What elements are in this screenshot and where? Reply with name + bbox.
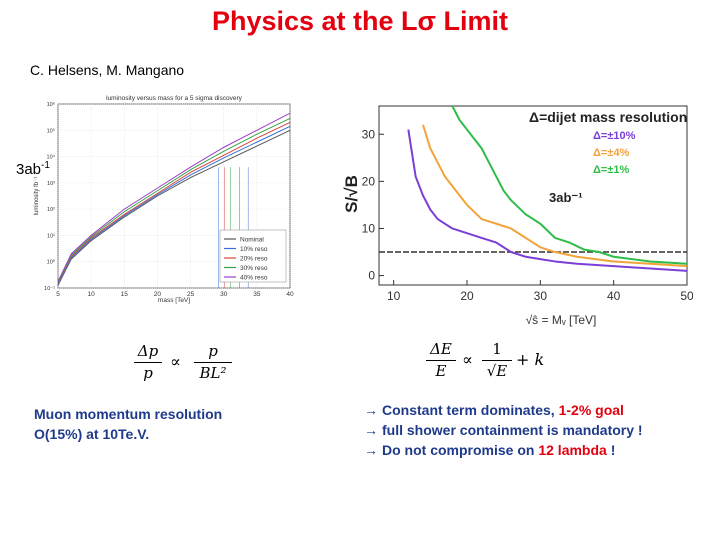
y-tick-label: 20 xyxy=(362,174,376,188)
formula-prop: ∝ xyxy=(170,352,181,371)
bullet-1: → Constant term dominates, 1-2% goal xyxy=(364,400,643,420)
y-tick-label: 10⁴ xyxy=(47,154,56,161)
x-tick-label: 20 xyxy=(460,289,474,303)
signal-significance-chart: 10 20 30 40 50 0 10 20 30 √ŝ = Mᵥ [TeV] S/√B Δ=dije… xyxy=(343,105,693,327)
bullet-highlight: 1-2% goal xyxy=(558,402,624,418)
luminosity-label: 3ab-1 xyxy=(16,160,50,178)
x-tick-label: 5 xyxy=(56,291,60,298)
bullet-3: → Do not compromise on 12 lambda ! xyxy=(364,440,643,460)
y-tick-label: 10 xyxy=(362,221,376,235)
x-tick-label: 30 xyxy=(220,291,228,298)
series-line xyxy=(57,118,291,283)
muon-resolution-note: Muon momentum resolution O(15%) at 10Te.… xyxy=(34,404,222,444)
muon-note-line1: Muon momentum resolution xyxy=(34,406,223,422)
formula-lhs-num: ΔE xyxy=(430,340,452,358)
conclusion-bullets: → Constant term dominates, 1-2% goal → ful… xyxy=(364,400,643,460)
formula-rhs-den-text: BL² xyxy=(199,364,227,382)
formula-plus-k: + k xyxy=(516,350,545,369)
formula-rhs-bar xyxy=(194,362,232,363)
legend-entry: 40% reso xyxy=(240,275,268,282)
bullet-highlight: 12 lambda xyxy=(538,442,607,458)
series-line xyxy=(57,121,291,285)
legend-entry: Δ=±10% xyxy=(593,130,636,142)
x-tick-label: 40 xyxy=(607,289,621,303)
x-tick-label: 15 xyxy=(121,291,129,298)
muon-note-line2: O(15%) at 10Te.V. xyxy=(34,426,150,442)
series-line xyxy=(57,129,291,286)
arrow-right-icon: → xyxy=(364,402,378,418)
x-tick-label: 50 xyxy=(680,289,693,303)
y-axis-label: S/√B xyxy=(343,175,361,213)
arrow-right-icon: → xyxy=(364,422,378,438)
x-axis-label: √ŝ = Mᵥ [TeV] xyxy=(526,313,597,327)
x-tick-label: 10 xyxy=(88,291,96,298)
luminosity-annotation: 3ab⁻¹ xyxy=(549,190,583,205)
x-tick-label: 35 xyxy=(253,291,261,298)
series-line xyxy=(422,124,688,268)
x-tick-label: 25 xyxy=(187,291,195,298)
y-axis-label: luminosity fb⁻¹ xyxy=(34,177,40,216)
y-tick-label: 30 xyxy=(362,127,376,141)
y-tick-label: 0 xyxy=(368,269,375,283)
slide-title: Physics at the Lσ Limit xyxy=(211,6,509,36)
x-axis-label: mass [TeV] xyxy=(158,297,190,304)
legend-entry: Δ=±1% xyxy=(593,164,629,176)
formula-lhs-den: p xyxy=(143,364,153,382)
legend-entry: 20% reso xyxy=(240,256,268,263)
y-tick-label: 10⁶ xyxy=(47,101,55,108)
formula-rhs-den: √E xyxy=(486,362,508,380)
bullet-tail: ! xyxy=(606,442,616,458)
y-tick-label: 10⁻¹ xyxy=(44,286,55,292)
plot-frame xyxy=(378,105,688,286)
y-tick-label: 10¹ xyxy=(47,233,55,239)
formula-lhs-den: E xyxy=(435,362,447,380)
luminosity-label-base: 3ab xyxy=(16,161,42,178)
x-tick-label: 30 xyxy=(534,289,548,303)
arrow-right-icon: → xyxy=(364,442,378,458)
luminosity-label-exponent: -1 xyxy=(41,160,50,171)
formula-rhs-num: 1 xyxy=(492,340,502,358)
x-tick-label: 10 xyxy=(387,289,401,303)
bullet-2: → full shower containment is mandatory ! xyxy=(364,420,643,440)
bullet-text: Do not compromise on xyxy=(382,442,539,458)
bullet-text: Constant term dominates, xyxy=(382,402,559,418)
x-tick-label: 40 xyxy=(286,291,294,298)
formula-rhs-bar xyxy=(482,360,512,361)
formula-lhs-bar xyxy=(426,360,456,361)
legend-entry: Δ=±4% xyxy=(593,147,629,159)
formula-lhs-bar xyxy=(134,362,162,363)
legend-entry: 30% reso xyxy=(240,265,268,272)
momentum-resolution-formula: Δp p ∝ p BL² xyxy=(132,342,282,388)
legend-entry: 10% reso xyxy=(240,246,268,253)
series-line xyxy=(451,105,688,265)
y-tick-label: 10² xyxy=(47,207,55,213)
series-line xyxy=(57,125,291,286)
y-tick-label: 10⁰ xyxy=(47,259,56,266)
series-line xyxy=(407,129,688,272)
series-line xyxy=(57,112,291,282)
energy-resolution-formula: ΔE E ∝ 1 √E + k xyxy=(426,340,576,390)
formula-prop: ∝ xyxy=(462,350,473,369)
luminosity-vs-mass-chart: luminosity versus mass for a 5 sigma dis… xyxy=(34,95,294,304)
y-tick-label: 10⁵ xyxy=(47,127,55,134)
authors: C. Helsens, M. Mangano xyxy=(30,62,185,78)
bullet-text: full shower containment is mandatory ! xyxy=(382,422,643,438)
y-tick-label: 10³ xyxy=(47,181,55,187)
legend-title: Δ=dijet mass resolution xyxy=(529,109,687,125)
x-tick-label: 20 xyxy=(154,291,162,298)
legend-entry: Nominal xyxy=(240,237,264,244)
formula-rhs-num: p xyxy=(208,342,218,360)
chart-title: luminosity versus mass for a 5 sigma dis… xyxy=(106,95,243,102)
formula-lhs-num: Δp xyxy=(137,342,159,360)
